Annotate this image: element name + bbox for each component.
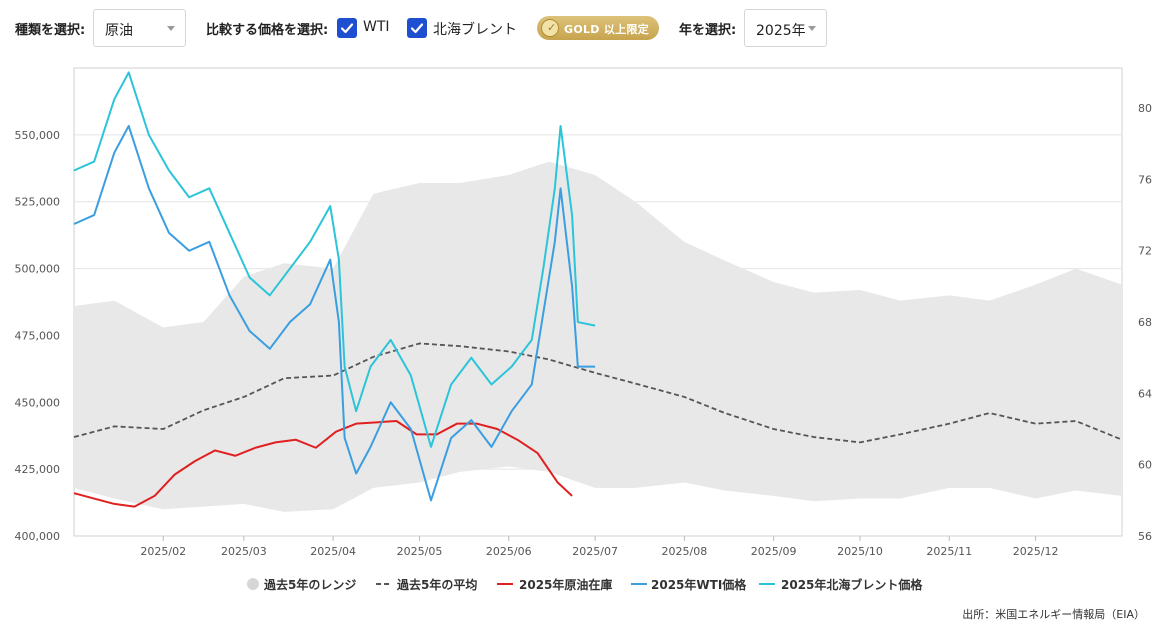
legend-swatch-inventory	[497, 583, 513, 585]
gold-coin-icon: ✓	[541, 19, 559, 37]
x-tick-label: 2025/08	[662, 545, 708, 558]
x-tick-label: 2025/02	[140, 545, 186, 558]
legend-swatch-range	[247, 578, 259, 590]
legend-item-brent[interactable]: 2025年北海ブレント価格	[781, 578, 923, 592]
legend-item-inventory[interactable]: 2025年原油在庫	[519, 578, 613, 592]
series-line-wti	[73, 124, 596, 502]
legend-swatch-wti	[631, 583, 647, 585]
check-icon	[410, 23, 424, 34]
y-left-tick-label: 475,000	[15, 329, 61, 342]
y-right-tick-label: 64	[1138, 387, 1152, 400]
y-left-tick-label: 425,000	[15, 463, 61, 476]
x-tick-label: 2025/09	[751, 545, 797, 558]
type-select-label: 種類を選択:	[15, 23, 86, 38]
source-note: 出所：米国エネルギー情報局（EIA）	[962, 608, 1145, 621]
range-band	[74, 161, 1122, 512]
y-right-tick-label: 60	[1138, 459, 1152, 472]
x-tick-label: 2025/03	[221, 545, 267, 558]
legend-swatch-avg	[376, 583, 392, 585]
y-left-tick-label: 400,000	[15, 530, 61, 543]
legend-item-wti[interactable]: 2025年WTI価格	[651, 578, 747, 592]
x-tick-label: 2025/07	[572, 545, 618, 558]
series-line-avg	[73, 342, 1123, 444]
brent-checkbox-label[interactable]: 北海ブレント	[433, 22, 517, 38]
chevron-down-icon	[167, 26, 175, 31]
wti-checkbox-label[interactable]: WTI	[363, 19, 390, 35]
series-line-inventory	[73, 420, 573, 508]
y-left-tick-label: 450,000	[15, 396, 61, 409]
x-tick-label: 2025/05	[397, 545, 443, 558]
year-select-value: 2025年	[756, 23, 806, 39]
year-select-label: 年を選択:	[679, 23, 737, 38]
crude-oil-chart: 400,000 425,000 450,000 475,000 500,000 525,0…	[15, 67, 1152, 558]
legend-swatch-brent	[759, 583, 775, 585]
y-right-tick-label: 72	[1138, 245, 1152, 258]
wti-checkbox[interactable]	[337, 18, 357, 38]
y-right-tick-label: 80	[1138, 102, 1152, 115]
toolbar: 種類を選択: 原油 比較する価格を選択: WTI 北海ブレント ✓ GOLD 以…	[0, 0, 1163, 56]
y-right-tick-label: 68	[1138, 316, 1152, 329]
legend-item-range[interactable]: 過去5年のレンジ	[264, 578, 357, 592]
series-line-brent	[73, 71, 596, 448]
y-left-tick-label: 500,000	[15, 263, 61, 276]
chart-legend: 過去5年のレンジ 過去5年の平均 2025年原油在庫 2025年WTI価格 20…	[0, 572, 1163, 596]
y-right-tick-label: 56	[1138, 530, 1152, 543]
legend-item-avg[interactable]: 過去5年の平均	[397, 578, 478, 592]
check-icon	[340, 23, 354, 34]
x-tick-label: 2025/11	[926, 545, 972, 558]
year-select[interactable]: 2025年	[744, 9, 827, 47]
compare-label: 比較する価格を選択:	[206, 23, 329, 38]
type-select[interactable]: 原油	[93, 9, 186, 47]
y-right-tick-label: 76	[1138, 173, 1152, 186]
gold-badge-label: GOLD 以上限定	[564, 23, 650, 36]
chevron-down-icon	[808, 26, 816, 31]
type-select-value: 原油	[105, 23, 133, 39]
x-tick-label: 2025/10	[837, 545, 883, 558]
gold-badge: ✓ GOLD 以上限定	[537, 16, 659, 40]
x-tick-label: 2025/06	[486, 545, 532, 558]
brent-checkbox[interactable]	[407, 18, 427, 38]
y-left-tick-label: 550,000	[15, 129, 61, 142]
x-tick-label: 2025/12	[1013, 545, 1059, 558]
x-tick-label: 2025/04	[310, 545, 356, 558]
y-left-tick-label: 525,000	[15, 196, 61, 209]
